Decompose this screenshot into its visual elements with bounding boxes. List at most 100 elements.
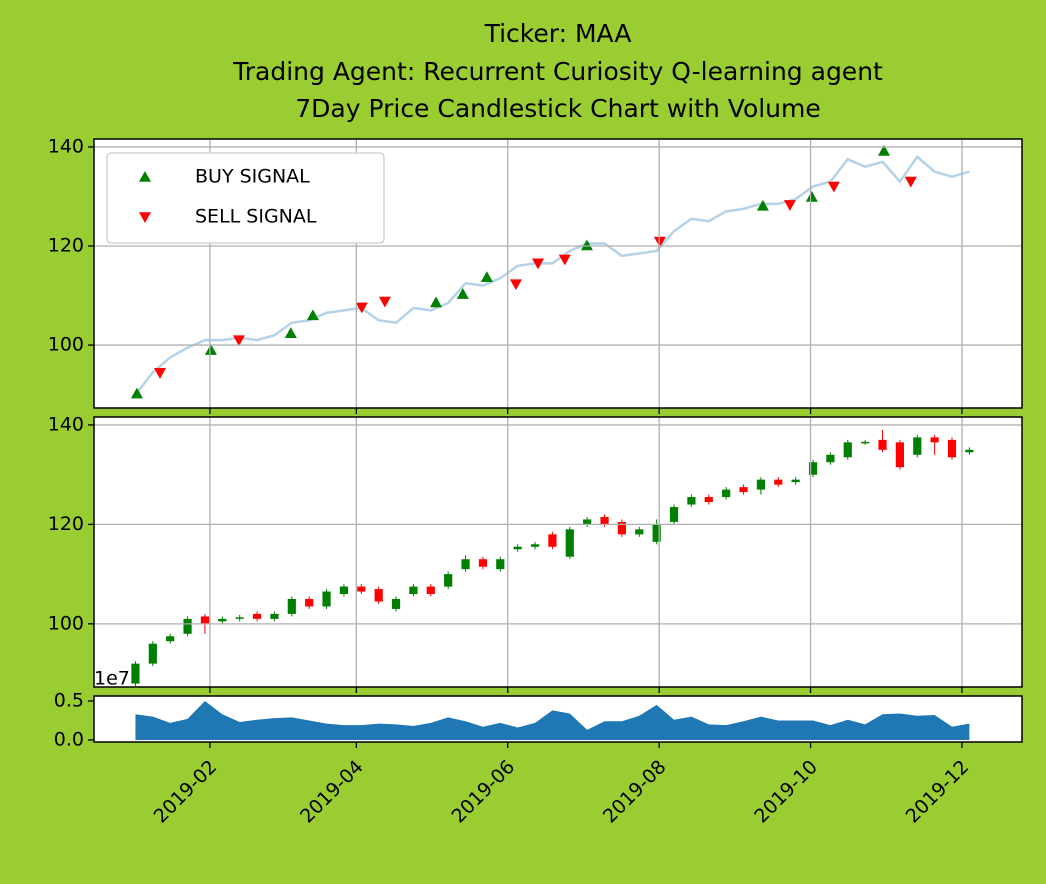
- candle-body: [617, 521, 627, 535]
- y-tick-label: 120: [48, 235, 84, 257]
- plot-area: [131, 429, 974, 687]
- panel: [131, 429, 974, 687]
- candle-body: [739, 487, 748, 493]
- candle-body: [808, 462, 818, 475]
- signal-marker: [532, 258, 545, 270]
- candle-body: [252, 613, 262, 619]
- legend-label: BUY SIGNAL: [195, 166, 310, 188]
- candle-body: [426, 586, 435, 595]
- x-tick-label: 2019-10: [750, 756, 822, 828]
- signal-marker: [154, 368, 167, 379]
- candle-body: [357, 586, 366, 592]
- candle-body: [444, 574, 453, 587]
- candle-body: [895, 442, 904, 468]
- candle-body: [478, 559, 488, 567]
- candle-body: [600, 516, 609, 525]
- signal-marker: [306, 309, 319, 321]
- candle-body: [704, 497, 713, 503]
- signal-marker: [653, 236, 666, 248]
- candle-body: [913, 437, 922, 455]
- candle-body: [843, 442, 852, 458]
- offset-label: 1e7: [94, 668, 130, 690]
- candle-body: [409, 586, 418, 595]
- candle-body: [669, 507, 679, 522]
- candle-body: [391, 598, 401, 609]
- candle-body: [565, 529, 574, 557]
- legend-box: [106, 152, 385, 244]
- panel: [135, 700, 970, 740]
- y-tick-label: 100: [48, 334, 84, 356]
- y-tick-label: 140: [48, 413, 84, 435]
- candle-body: [652, 524, 661, 542]
- signal-marker: [783, 200, 796, 211]
- signal-marker: [580, 239, 593, 251]
- candle-body: [548, 534, 557, 547]
- legend-label: SELL SIGNAL: [195, 206, 317, 228]
- x-tick-label: 2019-04: [296, 756, 368, 828]
- signal-marker: [509, 279, 522, 291]
- candle-body: [461, 559, 470, 570]
- legend-marker: [139, 171, 151, 182]
- candle-body: [530, 544, 540, 547]
- x-tick-label: 2019-06: [447, 756, 519, 828]
- candle-body: [583, 519, 592, 525]
- signal-marker: [355, 302, 368, 314]
- signal-marker: [878, 144, 891, 156]
- candle-body: [200, 616, 210, 624]
- signal-marker: [558, 254, 571, 266]
- price-line: [134, 154, 970, 396]
- panel-bg: [94, 417, 1022, 687]
- candle-body: [374, 589, 383, 602]
- y-tick-label: 0.5: [54, 689, 84, 711]
- signal-marker: [130, 387, 143, 399]
- candle-body: [756, 479, 765, 490]
- signal-marker: [827, 181, 840, 193]
- candle-body: [722, 489, 731, 498]
- plot-area: [130, 144, 970, 399]
- candle-body: [861, 441, 870, 444]
- candle-body: [774, 479, 783, 485]
- signal-marker: [805, 190, 818, 202]
- panel: [130, 144, 970, 399]
- candle-body: [826, 454, 835, 463]
- signal-marker: [456, 288, 469, 299]
- candle-body: [235, 617, 244, 619]
- title-line: 7Day Price Candlestick Chart with Volume: [295, 94, 821, 123]
- signal-marker: [284, 327, 297, 338]
- panel-frame: [93, 416, 1023, 688]
- x-tick-label: 2019-02: [150, 756, 222, 828]
- x-tick-label: 2019-12: [902, 756, 974, 828]
- candle-body: [183, 618, 192, 634]
- candle-body: [878, 439, 887, 450]
- y-tick-label: 120: [48, 513, 84, 535]
- candle-body: [305, 598, 314, 607]
- legend-marker: [139, 212, 151, 223]
- panel-frame: [93, 138, 1023, 409]
- candle-body: [930, 437, 939, 443]
- y-tick-label: 0.0: [54, 728, 84, 750]
- signal-marker: [430, 296, 443, 308]
- title-line: Trading Agent: Recurrent Curiosity Q-lea…: [232, 57, 883, 86]
- title-line: Ticker: MAA: [484, 19, 632, 48]
- signal-marker: [904, 176, 917, 188]
- volume-area: [135, 700, 970, 740]
- y-tick-label: 140: [48, 135, 84, 157]
- signal-marker: [480, 271, 493, 283]
- candle-body: [965, 449, 974, 453]
- candle-body: [131, 663, 140, 684]
- candle-body: [635, 529, 644, 535]
- y-tick-label: 100: [48, 612, 84, 634]
- candle-body: [287, 598, 296, 614]
- signal-marker: [378, 296, 391, 308]
- x-tick-label: 2019-08: [599, 756, 671, 828]
- candle-body: [218, 618, 227, 622]
- candle-body: [339, 586, 349, 595]
- candle-body: [947, 439, 957, 458]
- candle-body: [791, 479, 800, 483]
- signal-marker: [232, 335, 245, 347]
- panel-frame: [93, 695, 1023, 743]
- candle-body: [687, 497, 696, 505]
- signal-marker: [204, 344, 217, 355]
- candle-body: [148, 643, 157, 664]
